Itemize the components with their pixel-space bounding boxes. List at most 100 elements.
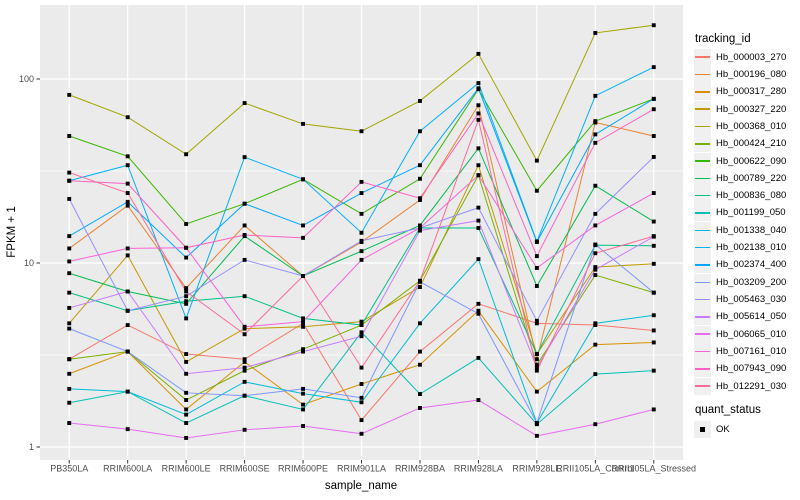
data-point — [418, 228, 422, 233]
data-point — [651, 290, 656, 295]
series-color-key — [694, 48, 711, 66]
legend-entry-Hb_000003_270: Hb_000003_270 — [694, 48, 786, 66]
legend-entry-quant-ok: OK — [694, 421, 730, 439]
data-point — [242, 393, 247, 398]
data-point — [651, 96, 656, 101]
data-point — [184, 299, 189, 304]
x-tick-label: RRIM600LA — [103, 464, 152, 474]
series-label: Hb_001338_040 — [716, 224, 787, 236]
plot-panel: 1 10 100 PB350LA RRIM600LA RRIM600LE RRIM600SE… — [19, 5, 696, 474]
data-point — [359, 395, 364, 400]
data-point — [301, 177, 305, 182]
data-point — [534, 433, 539, 438]
data-point — [301, 121, 305, 126]
data-point — [476, 111, 481, 116]
data-point — [418, 129, 422, 134]
data-point — [67, 357, 72, 362]
data-point — [534, 368, 539, 373]
data-point — [593, 132, 598, 137]
legend-entry-Hb_005614_050: Hb_005614_050 — [694, 308, 786, 326]
data-point — [476, 163, 481, 168]
data-point — [67, 196, 72, 201]
data-point — [418, 163, 422, 168]
data-point — [242, 101, 247, 106]
series-color-line — [695, 350, 710, 353]
data-point — [125, 163, 130, 168]
data-point — [476, 173, 481, 178]
x-tick-label: RRIM901LA — [337, 464, 386, 474]
data-point — [651, 340, 656, 345]
data-point — [476, 311, 481, 316]
data-point — [125, 427, 130, 432]
data-point — [593, 93, 598, 98]
data-point — [534, 321, 539, 326]
data-point — [359, 129, 364, 134]
legend-entry-Hb_001338_040: Hb_001338_040 — [694, 221, 787, 239]
data-point — [125, 323, 130, 328]
series-color-key — [694, 135, 711, 153]
data-point — [242, 357, 247, 362]
data-point — [184, 289, 189, 294]
x-tick-label: RRIM928LA — [454, 464, 503, 474]
data-point — [651, 407, 656, 412]
data-point — [67, 246, 72, 251]
x-tick-label: RRIM600PE — [278, 464, 328, 474]
data-point — [242, 324, 247, 329]
data-point — [67, 400, 72, 405]
series-label: Hb_000424_210 — [716, 138, 787, 150]
data-point — [418, 392, 422, 396]
data-point — [125, 191, 130, 195]
data-point — [67, 134, 72, 138]
series-color-line — [695, 333, 710, 335]
series-color-key — [694, 342, 711, 360]
y-axis-title: FPKM + 1 — [6, 206, 18, 257]
legend-entry-Hb_007161_010: Hb_007161_010 — [694, 342, 786, 360]
data-point — [593, 342, 598, 347]
data-point — [125, 246, 130, 251]
data-point — [125, 349, 130, 354]
data-point — [476, 103, 481, 108]
legend-entry-Hb_000836_080: Hb_000836_080 — [694, 187, 786, 205]
series-color-key — [694, 256, 711, 274]
data-point — [418, 196, 422, 201]
data-point — [359, 323, 364, 328]
data-point — [125, 199, 130, 204]
series-color-key — [694, 360, 711, 378]
data-point — [242, 223, 247, 228]
series-color-line — [695, 229, 710, 232]
data-point — [534, 265, 539, 270]
series-color-key — [694, 187, 711, 205]
series-color-key — [694, 325, 711, 343]
data-point — [242, 233, 247, 237]
data-point — [184, 286, 189, 291]
data-point — [418, 176, 422, 181]
data-point — [359, 382, 364, 386]
series-label: Hb_012291_030 — [716, 380, 787, 392]
data-point — [301, 316, 305, 321]
data-point — [359, 230, 364, 235]
series-label: Hb_000317_280 — [716, 86, 787, 98]
data-point — [418, 349, 422, 354]
data-point — [67, 234, 72, 239]
data-point — [301, 223, 305, 228]
series-color-line — [695, 281, 710, 284]
data-point — [184, 352, 189, 357]
data-point — [418, 285, 422, 290]
data-point — [476, 308, 481, 313]
data-point — [593, 372, 598, 377]
data-point — [301, 349, 305, 354]
data-point — [184, 294, 189, 299]
data-point — [301, 235, 305, 240]
series-color-key — [694, 291, 711, 309]
series-color-line — [695, 56, 710, 58]
series-label: Hb_005463_030 — [716, 294, 787, 306]
data-point — [593, 30, 598, 35]
series-label: Hb_002374_400 — [716, 259, 787, 271]
data-point — [184, 390, 189, 395]
data-point — [476, 398, 481, 402]
data-point — [67, 421, 72, 425]
legend-title-tracking-id: tracking_id — [695, 33, 751, 45]
series-color-key — [694, 169, 711, 187]
data-point — [418, 278, 422, 283]
series-color-key — [694, 117, 711, 135]
